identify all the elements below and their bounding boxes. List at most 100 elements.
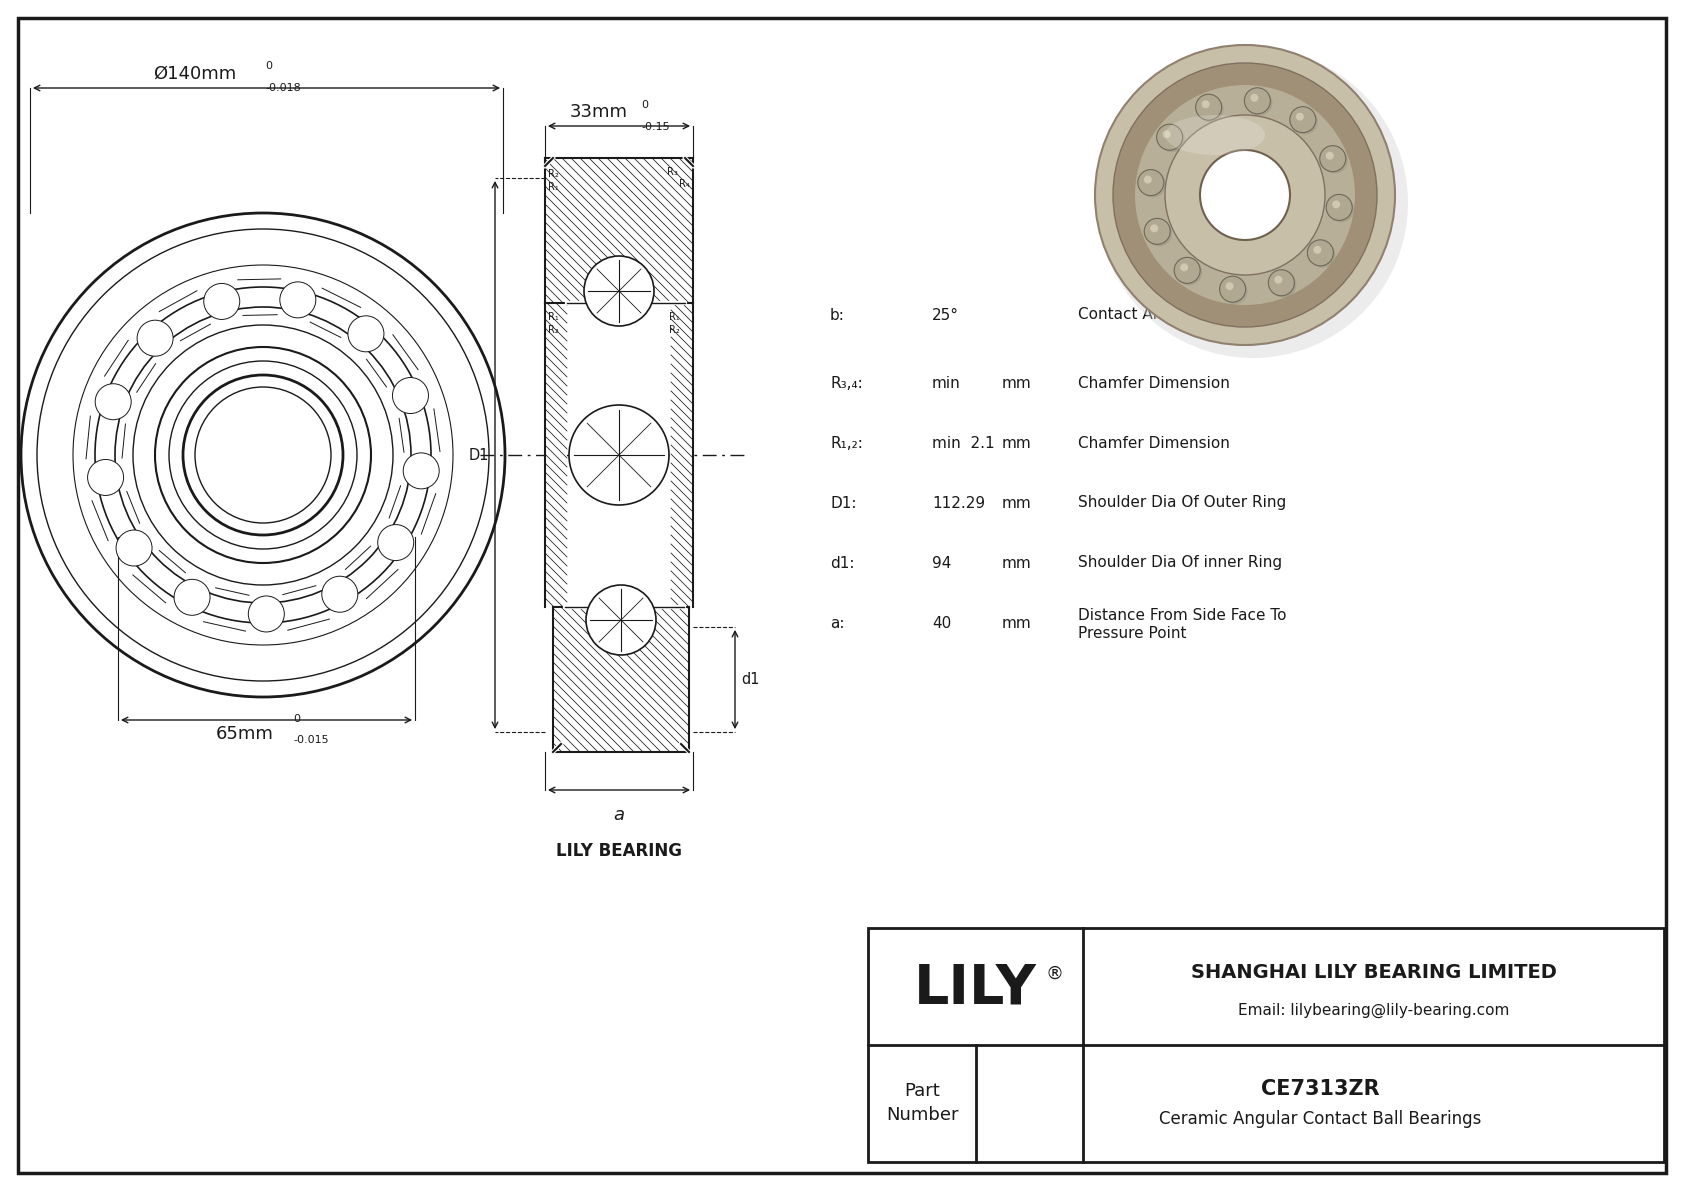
Text: min  2.1: min 2.1: [931, 436, 995, 450]
Ellipse shape: [1095, 45, 1394, 345]
Text: a: a: [613, 806, 625, 824]
Circle shape: [349, 316, 384, 351]
Text: R₃: R₃: [667, 167, 679, 177]
Circle shape: [1150, 224, 1159, 232]
Text: mm: mm: [1002, 436, 1032, 450]
Text: 94: 94: [931, 555, 951, 570]
Text: -0.015: -0.015: [293, 735, 328, 746]
Text: mm: mm: [1002, 555, 1032, 570]
Text: Contact Angle: Contact Angle: [1078, 307, 1186, 323]
Circle shape: [1226, 282, 1234, 291]
Text: Email: lilybearing@lily-bearing.com: Email: lilybearing@lily-bearing.com: [1238, 1003, 1509, 1017]
Circle shape: [1175, 260, 1202, 286]
Text: D1: D1: [468, 448, 488, 462]
Bar: [546, 158, 694, 303]
Circle shape: [280, 282, 317, 318]
Circle shape: [1162, 130, 1170, 138]
Circle shape: [1221, 279, 1248, 304]
Text: R₁: R₁: [669, 312, 680, 322]
Bar: [546, 303, 568, 607]
Text: ®: ®: [1046, 965, 1064, 983]
Text: 40: 40: [931, 616, 951, 630]
Circle shape: [173, 579, 210, 616]
Circle shape: [1325, 151, 1334, 160]
Circle shape: [1275, 276, 1282, 283]
Circle shape: [1314, 245, 1322, 254]
Text: Part
Number: Part Number: [886, 1081, 958, 1124]
Ellipse shape: [1135, 85, 1356, 305]
Circle shape: [1295, 113, 1303, 120]
Ellipse shape: [1165, 116, 1325, 275]
Text: 25°: 25°: [931, 307, 958, 323]
Circle shape: [584, 256, 653, 326]
Text: 0: 0: [293, 713, 300, 724]
Text: LILY: LILY: [913, 961, 1036, 1015]
Circle shape: [116, 530, 152, 566]
Circle shape: [1197, 96, 1224, 123]
Text: R₁,₂:: R₁,₂:: [830, 436, 862, 450]
Circle shape: [1246, 89, 1273, 116]
Circle shape: [1251, 94, 1258, 101]
Circle shape: [1320, 145, 1346, 172]
Circle shape: [1292, 108, 1319, 135]
Text: Chamfer Dimension: Chamfer Dimension: [1078, 375, 1229, 391]
Text: D1:: D1:: [830, 495, 857, 511]
Circle shape: [586, 585, 657, 655]
Circle shape: [1174, 257, 1201, 283]
Circle shape: [1147, 220, 1172, 247]
Text: SHANGHAI LILY BEARING LIMITED: SHANGHAI LILY BEARING LIMITED: [1191, 962, 1556, 981]
Text: Shoulder Dia Of inner Ring: Shoulder Dia Of inner Ring: [1078, 555, 1282, 570]
Bar: [867, 928, 1664, 1162]
Circle shape: [1332, 200, 1340, 208]
Text: 0: 0: [264, 61, 273, 71]
Circle shape: [1329, 197, 1354, 223]
Text: 112.29: 112.29: [931, 495, 985, 511]
Circle shape: [1270, 272, 1297, 298]
Text: 65mm: 65mm: [216, 725, 274, 743]
Circle shape: [1140, 172, 1165, 198]
Circle shape: [1244, 88, 1270, 114]
Text: Distance From Side Face To: Distance From Side Face To: [1078, 607, 1287, 623]
Circle shape: [248, 596, 285, 632]
Text: CE7313ZR: CE7313ZR: [1261, 1079, 1379, 1099]
Text: d1:: d1:: [830, 555, 854, 570]
Circle shape: [1322, 148, 1347, 174]
Circle shape: [377, 524, 414, 561]
Circle shape: [1219, 276, 1246, 303]
Text: 0: 0: [642, 100, 648, 110]
Text: b:: b:: [830, 307, 845, 323]
Text: min: min: [931, 375, 962, 391]
Circle shape: [569, 405, 669, 505]
Text: 33mm: 33mm: [569, 102, 628, 121]
Circle shape: [1180, 263, 1189, 272]
Text: -0.018: -0.018: [264, 83, 301, 93]
Text: mm: mm: [1002, 495, 1032, 511]
Circle shape: [1157, 124, 1182, 150]
Circle shape: [96, 384, 131, 419]
Text: mm: mm: [1002, 375, 1032, 391]
Bar: [670, 303, 694, 607]
Circle shape: [1138, 169, 1164, 195]
Text: R₂: R₂: [547, 325, 559, 335]
Ellipse shape: [1098, 48, 1408, 358]
Bar: [552, 607, 689, 752]
Text: Ø140mm: Ø140mm: [153, 66, 237, 83]
Text: Chamfer Dimension: Chamfer Dimension: [1078, 436, 1229, 450]
Circle shape: [136, 320, 173, 356]
Text: R₂: R₂: [547, 169, 559, 179]
Circle shape: [1327, 194, 1352, 220]
Ellipse shape: [1201, 150, 1290, 241]
Circle shape: [1159, 126, 1184, 152]
Text: LILY BEARING: LILY BEARING: [556, 842, 682, 860]
Circle shape: [402, 453, 440, 488]
Circle shape: [1290, 107, 1315, 132]
Circle shape: [1196, 94, 1221, 120]
Circle shape: [392, 378, 428, 413]
Ellipse shape: [1113, 63, 1378, 328]
Text: R₁: R₁: [547, 182, 559, 192]
Circle shape: [1307, 239, 1334, 266]
Text: R₁: R₁: [547, 312, 559, 322]
Circle shape: [88, 460, 123, 495]
Circle shape: [204, 283, 239, 319]
Circle shape: [1143, 218, 1170, 244]
